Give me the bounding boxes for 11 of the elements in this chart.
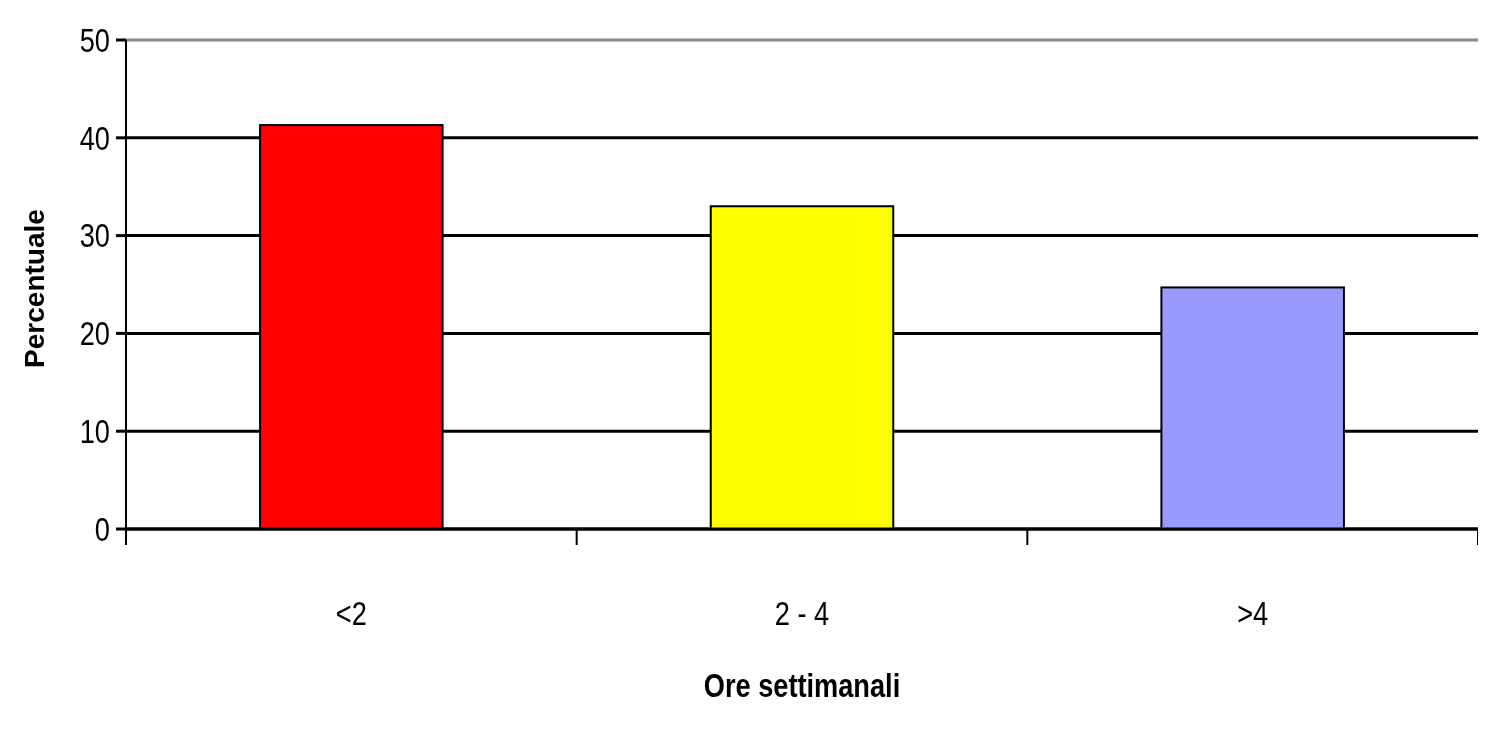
y-axis-title: Percentuale xyxy=(19,209,50,368)
y-tick-label: 30 xyxy=(79,216,110,256)
x-tick-label: >4 xyxy=(1237,594,1269,633)
x-tick-label: 2 - 4 xyxy=(774,594,830,633)
y-tick-label: 40 xyxy=(79,118,110,158)
x-tick-label: <2 xyxy=(335,594,367,633)
y-tick-label: 50 xyxy=(79,20,110,60)
y-tick-label: 20 xyxy=(79,314,110,354)
x-axis-title: Ore settimanali xyxy=(703,666,901,705)
y-tick-label: 0 xyxy=(94,509,110,549)
y-tick-label: 10 xyxy=(79,412,110,451)
